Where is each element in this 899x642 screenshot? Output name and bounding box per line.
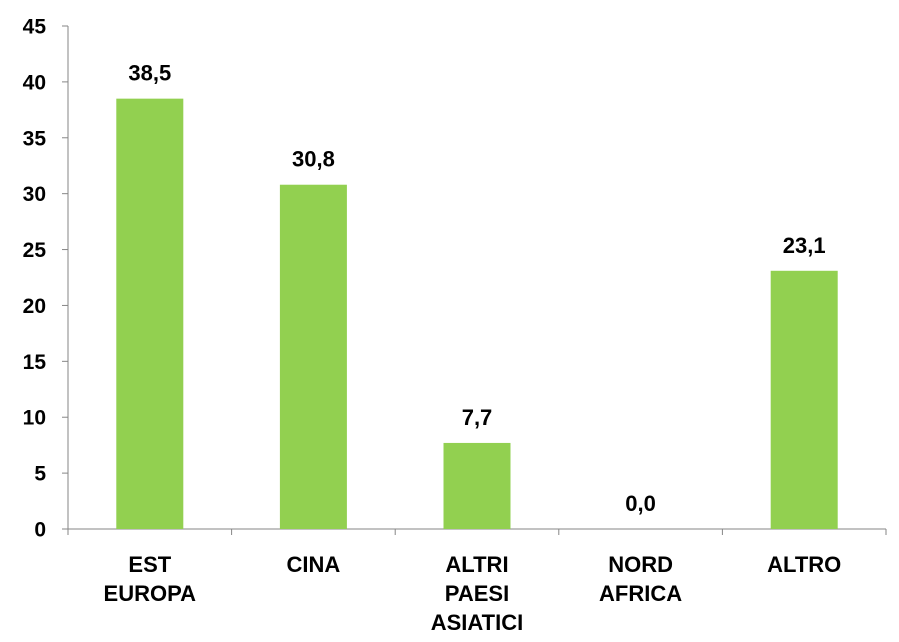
y-tick-label: 40 [23, 71, 46, 94]
category-label: ALTRI [445, 552, 508, 577]
bar [443, 442, 511, 529]
data-label: 23,1 [783, 233, 826, 258]
y-tick-label: 0 [34, 519, 46, 542]
data-label: 38,5 [128, 61, 171, 86]
category-label: EST [128, 552, 171, 577]
category-label: ALTRO [767, 552, 841, 577]
y-tick-label: 25 [23, 239, 47, 262]
bars [116, 98, 838, 530]
category-label: CINA [287, 552, 341, 577]
y-tick-label: 5 [34, 463, 46, 486]
y-tick-label: 10 [23, 407, 46, 430]
bar [116, 98, 184, 530]
data-label: 0,0 [625, 491, 656, 516]
y-tick-label: 20 [23, 295, 46, 318]
y-tick-label: 35 [23, 127, 47, 150]
bar [279, 184, 347, 530]
y-tick-label: 45 [23, 16, 47, 39]
category-labels: EST EUROPA CINA ALTRI PAESI ASIATICI NORD AFRIC… [104, 552, 842, 635]
bar [770, 270, 838, 529]
data-label: 7,7 [462, 405, 493, 430]
category-label: AFRICA [599, 581, 682, 606]
data-label: 30,8 [292, 147, 335, 172]
data-labels: 38,5 30,8 7,7 0,0 23,1 [128, 61, 825, 516]
category-label: NORD [608, 552, 673, 577]
x-axis [62, 528, 887, 535]
category-label: PAESI [445, 581, 509, 606]
y-axis: 0 5 10 15 20 25 30 35 40 45 [23, 16, 69, 542]
category-label: EUROPA [104, 581, 197, 606]
y-tick-label: 15 [23, 351, 47, 374]
y-tick-label: 30 [23, 183, 46, 206]
category-label: ASIATICI [431, 610, 523, 635]
